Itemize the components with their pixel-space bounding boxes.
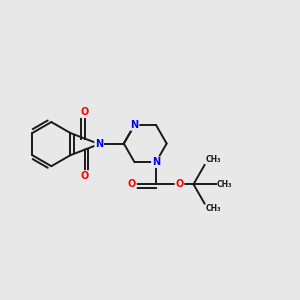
Text: CH₃: CH₃: [206, 204, 221, 213]
Text: O: O: [81, 171, 89, 181]
Text: N: N: [95, 139, 103, 149]
Text: N: N: [130, 120, 139, 130]
Text: O: O: [81, 107, 89, 117]
Text: CH₃: CH₃: [217, 180, 232, 189]
Text: CH₃: CH₃: [206, 155, 221, 164]
Text: N: N: [152, 157, 160, 167]
Text: O: O: [175, 179, 184, 189]
Text: O: O: [128, 179, 136, 189]
